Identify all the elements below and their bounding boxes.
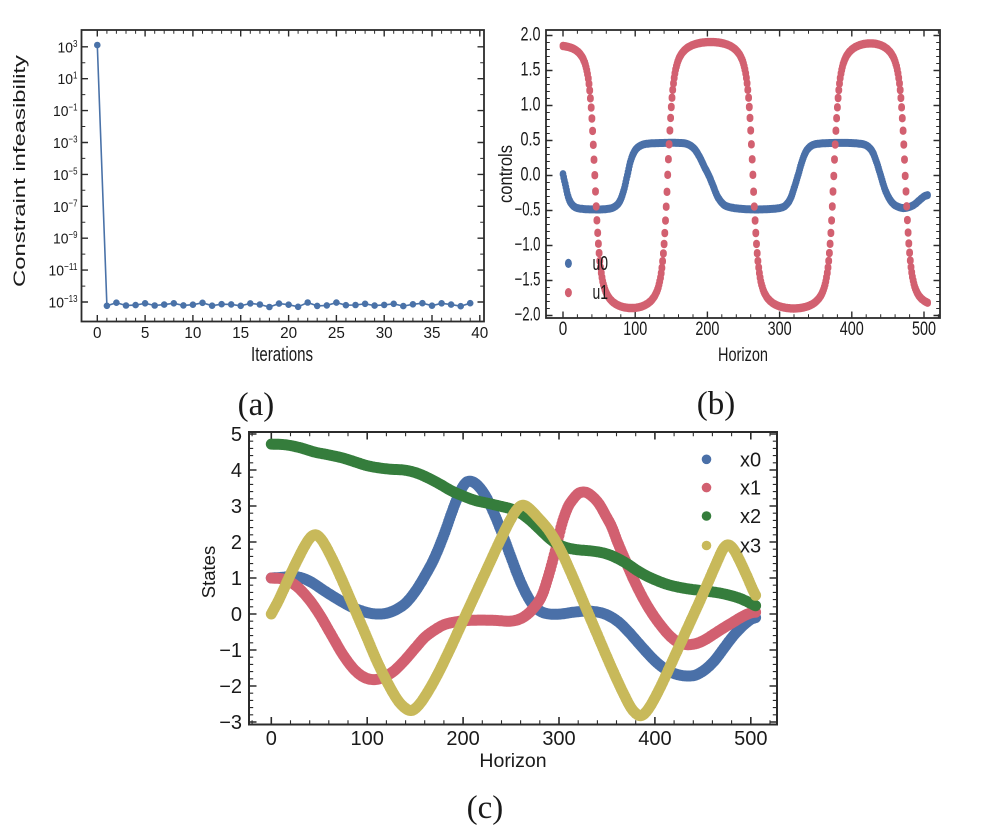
svg-text:101: 101	[58, 70, 78, 89]
svg-text:25: 25	[328, 325, 345, 342]
svg-text:0.0: 0.0	[521, 165, 541, 186]
svg-text:4: 4	[231, 460, 242, 482]
svg-text:15: 15	[232, 325, 249, 342]
svg-text:400: 400	[638, 728, 671, 750]
svg-text:−2: −2	[219, 676, 242, 698]
svg-text:Horizon: Horizon	[479, 750, 546, 772]
svg-text:103: 103	[58, 38, 78, 57]
svg-text:0.5: 0.5	[521, 130, 541, 151]
svg-text:x0: x0	[740, 449, 761, 471]
svg-text:1: 1	[231, 568, 242, 590]
svg-text:−1: −1	[219, 640, 242, 662]
svg-text:−1.0: −1.0	[515, 235, 541, 256]
svg-text:−3: −3	[219, 712, 242, 734]
svg-text:0: 0	[559, 319, 568, 340]
svg-text:100: 100	[623, 319, 647, 340]
svg-text:1.5: 1.5	[521, 60, 541, 81]
svg-text:10−5: 10−5	[53, 165, 78, 184]
svg-text:−1.5: −1.5	[515, 270, 541, 291]
svg-text:10−9: 10−9	[53, 229, 78, 248]
svg-text:10−13: 10−13	[49, 293, 78, 312]
svg-text:35: 35	[424, 325, 441, 342]
svg-text:Horizon: Horizon	[718, 345, 768, 366]
svg-text:5: 5	[231, 424, 242, 446]
svg-text:controls: controls	[496, 145, 517, 203]
svg-text:200: 200	[446, 728, 479, 750]
svg-text:30: 30	[376, 325, 393, 342]
svg-text:300: 300	[768, 319, 792, 340]
svg-text:2: 2	[231, 532, 242, 554]
svg-text:x1: x1	[740, 478, 761, 500]
svg-text:200: 200	[695, 319, 719, 340]
svg-text:x2: x2	[740, 506, 761, 528]
svg-text:−2.0: −2.0	[515, 305, 541, 326]
svg-text:100: 100	[351, 728, 384, 750]
svg-text:10−7: 10−7	[53, 197, 78, 216]
svg-text:40: 40	[471, 325, 488, 342]
svg-text:(c): (c)	[467, 790, 504, 826]
svg-text:3: 3	[231, 496, 242, 518]
svg-text:Iterations: Iterations	[251, 344, 313, 366]
svg-text:500: 500	[734, 728, 767, 750]
svg-text:−0.5: −0.5	[515, 200, 541, 221]
svg-text:u1: u1	[593, 282, 609, 304]
svg-text:Constraint infeasibility: Constraint infeasibility	[11, 54, 29, 287]
svg-text:300: 300	[542, 728, 575, 750]
svg-text:x3: x3	[740, 536, 761, 558]
svg-text:5: 5	[141, 325, 150, 342]
svg-text:500: 500	[912, 319, 936, 340]
svg-text:10−1: 10−1	[53, 102, 78, 121]
svg-text:10−11: 10−11	[49, 261, 78, 280]
svg-text:0: 0	[93, 325, 102, 342]
svg-text:400: 400	[840, 319, 864, 340]
svg-text:u0: u0	[593, 253, 609, 275]
svg-text:10: 10	[184, 325, 201, 342]
svg-text:20: 20	[280, 325, 297, 342]
svg-text:States: States	[198, 546, 219, 598]
svg-text:2.0: 2.0	[521, 25, 541, 46]
svg-text:1.0: 1.0	[521, 95, 541, 116]
svg-text:10−3: 10−3	[53, 134, 78, 153]
svg-text:0: 0	[231, 604, 242, 626]
svg-text:(a): (a)	[238, 387, 275, 423]
svg-text:(b): (b)	[697, 386, 735, 422]
svg-text:0: 0	[266, 728, 277, 750]
